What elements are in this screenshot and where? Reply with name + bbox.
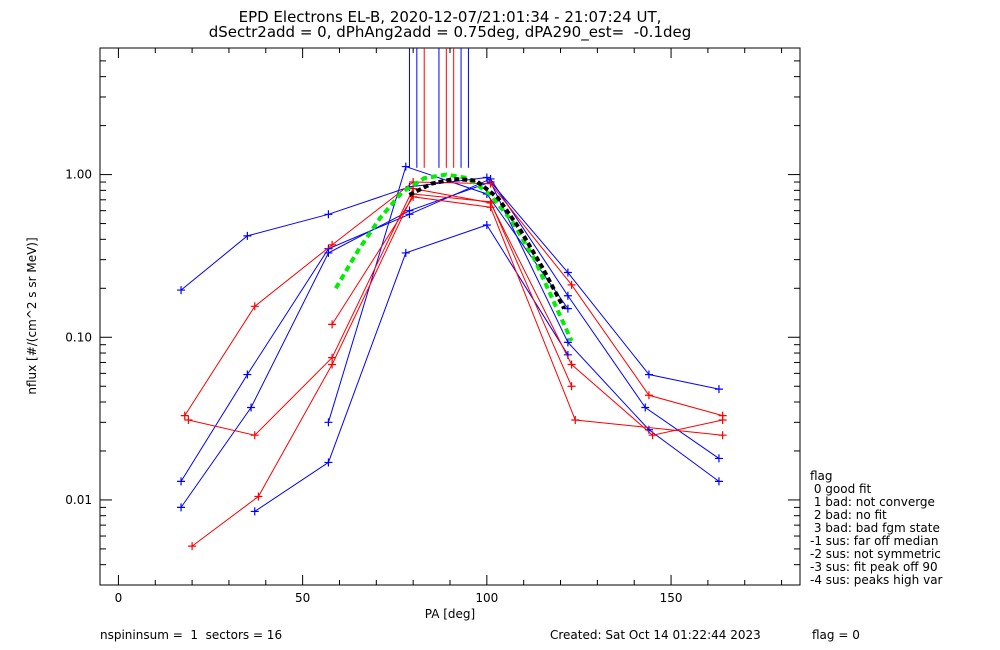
data-point-blue [563,338,572,347]
data-point-blue [641,403,650,412]
series-line-red [184,181,723,417]
data-point-red [254,492,263,501]
legend-item: 1 bad: not converge [810,495,935,509]
data-point-red [567,382,576,391]
data-series [177,162,727,551]
data-point-red [328,320,337,329]
green-fit [334,172,574,342]
data-point-red [648,431,657,440]
data-point-red [718,416,727,425]
legend-item: -3 sus: fit peak off 90 [810,560,938,574]
x-tick-label: 50 [295,591,310,605]
legend-item: -1 sus: far off median [810,534,939,548]
footer-created: Created: Sat Oct 14 01:22:44 2023 [550,628,761,642]
data-point-red [486,179,495,188]
data-point-blue [563,291,572,300]
data-point-blue [405,206,414,215]
data-point-blue [250,507,259,516]
data-point-red [328,240,337,249]
series-line-blue [180,178,720,482]
legend-item: -4 sus: peaks high var [810,573,943,587]
series-line-blue [327,165,569,423]
data-point-red [180,411,189,420]
data-point-blue [324,458,333,467]
legend-title: flag [810,469,833,483]
flag-legend: flag 0 good fit 1 bad: not converge 2 ba… [810,470,942,587]
data-point-red [567,280,576,289]
legend-item: -2 sus: not symmetric [810,547,941,561]
data-point-red [644,391,653,400]
data-point-blue [714,477,723,486]
data-point-blue [243,231,252,240]
data-point-red [718,431,727,440]
series-line-blue [180,176,720,390]
data-point-blue [714,454,723,463]
x-tick-label: 0 [115,591,123,605]
data-point-blue [401,248,410,257]
data-point-red [250,302,259,311]
data-point-red [250,431,259,440]
footer-flag: flag = 0 [812,628,860,642]
fit-curves [334,172,574,342]
data-point-blue [243,370,252,379]
data-point-blue [177,477,186,486]
plot-frame [99,47,801,586]
x-axis-label: PA [deg] [424,607,476,621]
legend-item: 2 bad: no fit [810,508,887,522]
data-point-blue [324,418,333,427]
x-tick-label: 150 [660,591,683,605]
data-point-blue [714,385,723,394]
data-point-red [567,360,576,369]
y-tick-label: 1.00 [65,168,92,182]
y-axis-label: nflux [#/(cm^2 s sr MeV)] [25,237,39,395]
vertical-markers [408,48,469,168]
data-point-blue [247,403,256,412]
data-point-blue [324,248,333,257]
data-point-blue [401,162,410,171]
legend-item: 3 bad: bad fgm state [810,521,940,535]
data-point-blue [324,210,333,219]
y-tick-label: 0.01 [65,493,92,507]
data-point-blue [563,304,572,313]
data-point-red [188,542,197,551]
data-point-red [184,416,193,425]
chart-title-line2: dSectr2add = 0, dPhAng2add = 0.75deg, dP… [208,23,692,41]
chart-title-line1: EPD Electrons EL-B, 2020-12-07/21:01:34 … [238,8,662,26]
black-fit [408,176,566,310]
axes: 0 50 100 150 0.01 0.10 1.00 [65,47,800,605]
x-tick-label: 100 [475,591,498,605]
data-point-blue [482,220,491,229]
data-point-blue [177,286,186,295]
data-point-blue [177,503,186,512]
y-tick-label: 0.10 [65,330,92,344]
series-line-blue [254,224,569,512]
series-line-red [191,193,573,547]
data-point-red [571,416,580,425]
data-point-red [328,353,337,362]
data-point-red [328,360,337,369]
data-point-blue [644,370,653,379]
footer-spin-info: nspininsum = 1 sectors = 16 [100,628,283,642]
data-point-red [486,203,495,212]
data-point-blue [563,268,572,277]
series-line-blue [180,181,720,508]
legend-item: 0 good fit [810,482,872,496]
series-line-red [188,188,723,436]
